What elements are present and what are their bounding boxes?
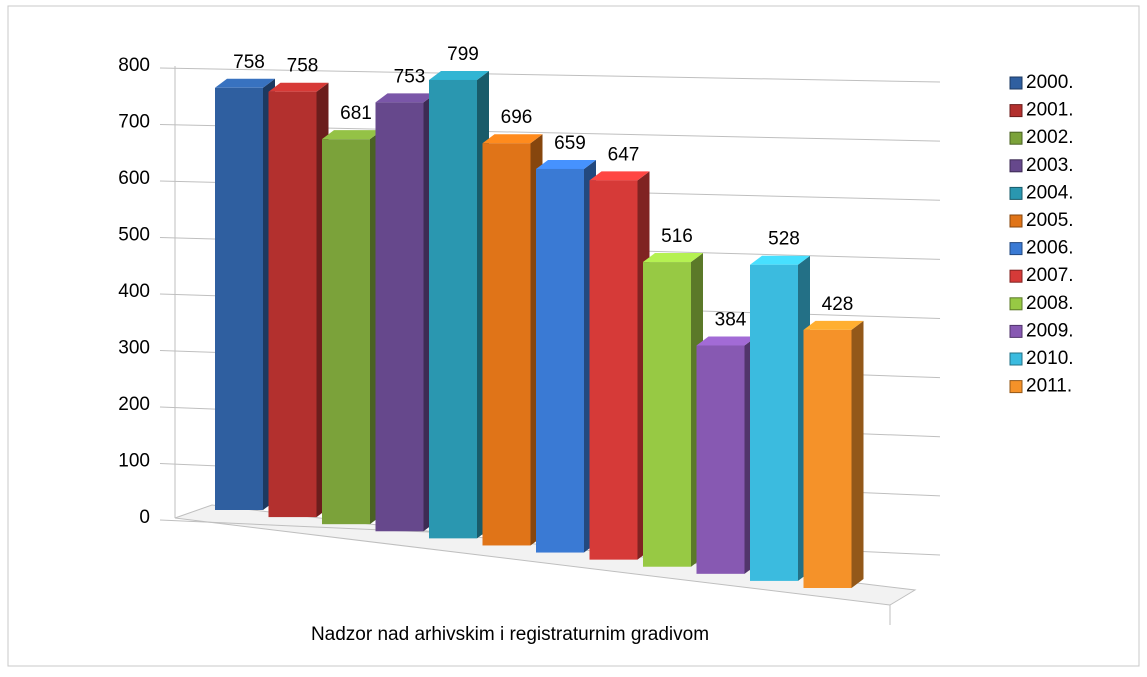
y-tick-label: 400 (118, 281, 150, 302)
legend-swatch (1009, 242, 1023, 256)
value-label: 758 (233, 52, 265, 73)
legend-swatch (1009, 380, 1023, 394)
bar-top (696, 336, 757, 346)
bar-top (643, 253, 703, 263)
bar (482, 143, 531, 546)
legend-label: 2003. (1026, 155, 1074, 176)
value-label: 659 (554, 133, 586, 154)
legend-label: 2007. (1026, 265, 1074, 286)
bar (803, 329, 852, 588)
legend-label: 2006. (1026, 238, 1074, 259)
value-label: 428 (822, 294, 854, 315)
y-tick-label: 200 (118, 394, 150, 415)
value-label: 528 (768, 229, 800, 250)
y-tick-label: 700 (118, 112, 150, 133)
legend-label: 2005. (1026, 210, 1074, 231)
bar (215, 87, 263, 510)
bar (375, 102, 424, 532)
y-tick-label: 600 (118, 168, 150, 189)
value-label: 384 (715, 309, 747, 330)
bar (589, 180, 638, 560)
legend-swatch (1009, 297, 1023, 311)
bar-top (482, 134, 543, 144)
y-tick-label: 0 (139, 507, 150, 528)
bar (268, 91, 317, 518)
bar-side (851, 320, 864, 588)
bar-top (268, 82, 329, 92)
value-label: 696 (501, 107, 533, 128)
bar (643, 262, 691, 567)
legend-label: 2000. (1026, 72, 1074, 93)
y-tick-label: 100 (118, 451, 150, 472)
legend-swatch (1009, 324, 1023, 338)
legend-swatch (1009, 159, 1023, 173)
bar (429, 79, 477, 539)
grid-line (159, 67, 941, 83)
bar-top (536, 159, 596, 169)
legend-swatch (1009, 269, 1023, 283)
legend-label: 2011. (1026, 376, 1072, 397)
value-label: 647 (608, 144, 640, 165)
legend-swatch (1009, 131, 1023, 145)
bar-top (375, 93, 436, 103)
legend-label: 2001. (1026, 100, 1074, 121)
value-label: 799 (447, 44, 479, 65)
y-tick-label: 500 (118, 225, 150, 246)
value-label: 753 (394, 66, 426, 87)
value-label: 681 (340, 103, 372, 124)
bar (322, 139, 370, 525)
y-tick-label: 800 (118, 55, 150, 76)
bar-top (589, 171, 650, 181)
legend-swatch (1009, 76, 1023, 90)
legend-swatch (1009, 352, 1023, 366)
legend-label: 2009. (1026, 320, 1074, 341)
legend-swatch (1009, 186, 1023, 200)
x-tick-label: Nadzor nad arhivskim i registraturnim gr… (311, 624, 709, 645)
legend-label: 2002. (1026, 127, 1074, 148)
bar-top (322, 130, 382, 140)
legend-swatch (1009, 214, 1023, 228)
floor (174, 504, 917, 606)
bar-top (429, 70, 489, 80)
bar (750, 264, 798, 581)
bar-top (750, 255, 810, 265)
value-label: 758 (287, 56, 319, 77)
legend-label: 2008. (1026, 293, 1074, 314)
y-tick-label: 300 (118, 338, 150, 359)
value-label: 516 (661, 226, 693, 247)
bar (536, 168, 584, 553)
legend-swatch (1009, 104, 1023, 118)
bar-top (215, 78, 275, 88)
bar (696, 345, 745, 574)
bar-top (803, 320, 864, 330)
legend-label: 2010. (1026, 348, 1074, 369)
legend-label: 2004. (1026, 182, 1074, 203)
